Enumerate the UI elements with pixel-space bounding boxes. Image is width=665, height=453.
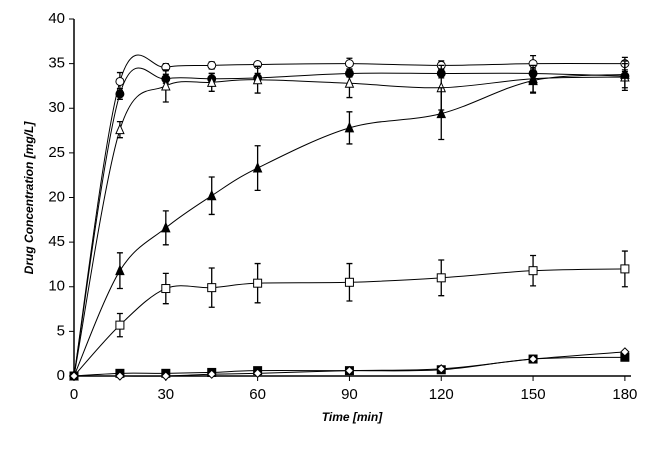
y-axis-label: Drug Concentration [mg/L]	[22, 121, 36, 275]
marker	[344, 277, 354, 287]
marker	[115, 320, 125, 330]
marker	[252, 368, 263, 379]
marker	[620, 347, 630, 357]
y-tick-label: 20	[48, 188, 65, 205]
x-axis-label: Time [min]	[322, 410, 383, 424]
marker	[115, 89, 125, 99]
series-line	[73, 54, 625, 377]
marker	[436, 107, 447, 119]
x-tick-label: 120	[429, 386, 454, 403]
series-line	[73, 268, 625, 377]
y-tick-label: 40	[48, 10, 65, 27]
marker	[115, 76, 125, 86]
marker	[161, 371, 171, 381]
marker	[436, 273, 446, 283]
marker	[620, 264, 630, 274]
y-tick-label: 0	[57, 367, 65, 384]
y-tick-label: 30	[48, 99, 65, 116]
series-line	[74, 351, 625, 377]
marker	[161, 79, 171, 91]
x-tick-label: 150	[521, 386, 546, 403]
x-tick-label: 180	[612, 386, 637, 403]
marker	[528, 74, 538, 86]
marker	[206, 76, 217, 87]
marker	[253, 278, 263, 288]
marker	[344, 365, 355, 376]
x-tick-label: 30	[157, 386, 174, 403]
y-tick-label: 25	[48, 144, 65, 161]
x-tick-label: 60	[249, 386, 266, 403]
marker	[161, 221, 171, 233]
series-line	[73, 67, 625, 377]
marker	[436, 364, 446, 374]
marker	[528, 266, 538, 276]
marker	[252, 73, 263, 85]
marker	[115, 123, 125, 135]
marker	[344, 59, 354, 69]
marker	[206, 189, 217, 201]
marker	[344, 121, 355, 133]
x-tick-label: 90	[341, 386, 358, 403]
marker	[115, 371, 125, 381]
marker	[207, 283, 217, 293]
series-line	[73, 73, 625, 377]
x-tick-label: 0	[70, 386, 78, 403]
marker	[207, 60, 217, 70]
y-tick-label: 5	[57, 322, 65, 339]
marker	[620, 68, 630, 79]
marker	[161, 284, 171, 294]
marker	[252, 161, 263, 173]
marker	[528, 354, 538, 364]
marker	[207, 369, 217, 379]
y-tick-label: 10	[48, 278, 65, 295]
y-tick-label: 35	[48, 55, 65, 72]
marker	[69, 371, 79, 381]
marker	[344, 77, 355, 88]
marker	[115, 264, 125, 276]
y-tick-label: 45	[48, 233, 65, 250]
